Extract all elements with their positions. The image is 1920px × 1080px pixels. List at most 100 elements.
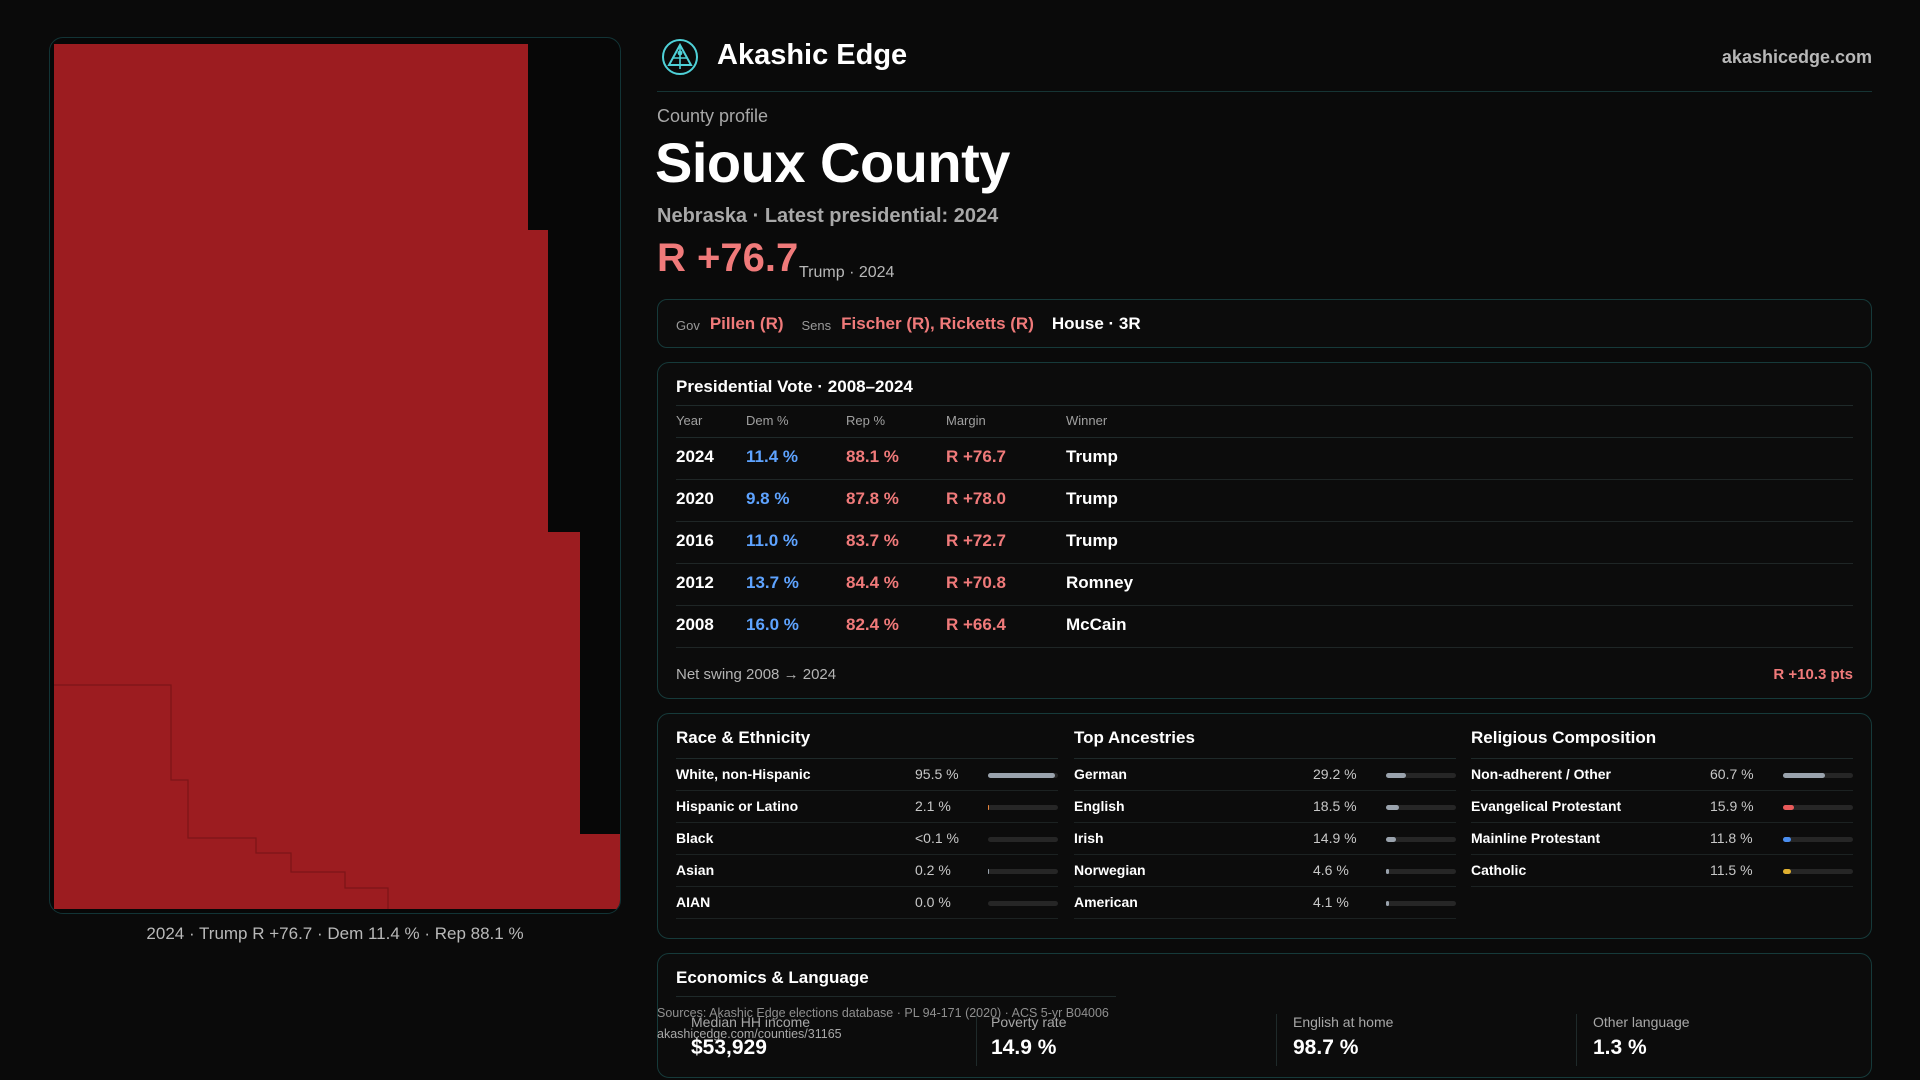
table-row[interactable]: 2012 13.7 % 84.4 % R +70.8 Romney <box>676 564 1853 606</box>
list-item: Irish 14.9 % <box>1074 823 1456 855</box>
page-eyebrow: County profile <box>657 106 769 126</box>
list-item: Catholic 11.5 % <box>1471 855 1853 887</box>
cell-winner: Trump <box>1066 447 1118 466</box>
cell-margin: R +76.7 <box>946 447 1007 466</box>
table-row[interactable]: 2008 16.0 % 82.4 % R +66.4 McCain <box>676 606 1853 648</box>
share-bar-fill <box>1783 837 1792 842</box>
share-bar <box>1386 773 1456 778</box>
economics-title: Economics & Language <box>676 968 869 987</box>
item-value: 14.9 % <box>1313 830 1357 846</box>
list-item: English 18.5 % <box>1074 791 1456 823</box>
cell-rep: 87.8 % <box>846 489 899 508</box>
cell-margin: R +66.4 <box>946 615 1007 634</box>
item-value: 29.2 % <box>1313 766 1357 782</box>
col-header-year: Year <box>676 413 703 428</box>
item-label: Black <box>676 830 714 846</box>
cell-rep: 88.1 % <box>846 447 899 466</box>
senators-label: Sens <box>801 318 832 333</box>
item-label: Mainline Protestant <box>1471 830 1601 846</box>
table-row[interactable]: 2020 9.8 % 87.8 % R +78.0 Trump <box>676 480 1853 522</box>
col-header-rep: Rep % <box>846 413 886 428</box>
item-value: 0.2 % <box>915 862 951 878</box>
item-label: Norwegian <box>1074 862 1146 878</box>
site-link[interactable]: akashicedge.com <box>1721 47 1872 67</box>
cell-dem: 13.7 % <box>746 573 799 592</box>
share-bar <box>988 869 1058 874</box>
cell-dem: 11.0 % <box>746 531 798 550</box>
headline-margin: R +76.7 <box>657 236 799 280</box>
page-subtitle: Nebraska · Latest presidential: 2024 <box>657 205 999 227</box>
share-bar-fill <box>1783 773 1826 778</box>
item-value: 18.5 % <box>1313 798 1357 814</box>
table-row[interactable]: 2024 11.4 % 88.1 % R +76.7 Trump <box>676 438 1853 480</box>
col-header-dem: Dem % <box>746 413 789 428</box>
governor-label: Gov <box>676 318 700 333</box>
list-item: Non-adherent / Other 60.7 % <box>1471 759 1853 791</box>
divider <box>1576 1014 1577 1066</box>
share-bar <box>1783 805 1853 810</box>
stat-label: English at home <box>1293 1014 1394 1030</box>
triangle-emblem-icon[interactable] <box>661 38 699 76</box>
list-item: AIAN 0.0 % <box>676 887 1058 919</box>
cell-winner: Romney <box>1066 573 1134 592</box>
table-row[interactable]: 2016 11.0 % 83.7 % R +72.7 Trump <box>676 522 1853 564</box>
cell-margin: R +70.8 <box>946 573 1007 592</box>
stat-label: Other language <box>1593 1014 1690 1030</box>
item-label: Asian <box>676 862 715 878</box>
share-bar <box>988 837 1058 842</box>
cell-year: 2020 <box>676 489 714 508</box>
stat-label: Median HH income <box>691 1014 811 1030</box>
race-ethnicity-title: Race & Ethnicity <box>676 728 811 747</box>
divider <box>976 1014 977 1066</box>
cell-dem: 11.4 % <box>746 447 798 466</box>
brand-name[interactable]: Akashic Edge <box>717 39 908 71</box>
map-caption: 2024 · Trump R +76.7 · Dem 11.4 % · Rep … <box>146 924 524 943</box>
headline-margin-note: Trump · 2024 <box>799 264 895 281</box>
col-header-winner: Winner <box>1066 413 1108 428</box>
item-value: 95.5 % <box>915 766 959 782</box>
cell-rep: 84.4 % <box>846 573 899 592</box>
ancestries-title: Top Ancestries <box>1074 728 1195 747</box>
share-bar <box>988 773 1058 778</box>
list-item: White, non-Hispanic 95.5 % <box>676 759 1058 791</box>
permalink[interactable]: akashicedge.com/counties/31165 <box>657 1027 842 1041</box>
item-value: 60.7 % <box>1710 766 1754 782</box>
share-bar-fill <box>988 869 990 874</box>
cell-margin: R +78.0 <box>946 489 1007 508</box>
item-value: 4.6 % <box>1313 862 1349 878</box>
divider <box>676 405 1853 406</box>
item-value: 0.0 % <box>915 894 951 910</box>
presidential-vote-card: Presidential Vote · 2008–2024 Year Dem %… <box>657 362 1872 699</box>
divider <box>676 437 1853 438</box>
religion-title: Religious Composition <box>1471 728 1657 747</box>
divider <box>1471 758 1853 759</box>
cell-dem: 16.0 % <box>746 615 799 634</box>
share-bar <box>1386 869 1456 874</box>
share-bar <box>988 805 1058 810</box>
net-swing-label: Net swing 2008 → 2024 <box>676 666 837 683</box>
item-value: <0.1 % <box>915 830 959 846</box>
item-label: American <box>1074 894 1138 910</box>
item-value: 11.8 % <box>1710 830 1753 846</box>
share-bar-fill <box>1783 805 1795 810</box>
list-item: Norwegian 4.6 % <box>1074 855 1456 887</box>
cell-dem: 9.8 % <box>746 489 790 508</box>
item-value: 2.1 % <box>915 798 951 814</box>
race-ethnicity-section: Race & Ethnicity White, non-Hispanic 95.… <box>676 714 1058 940</box>
county-map-panel <box>49 37 621 914</box>
share-bar-fill <box>1386 837 1397 842</box>
list-item: American 4.1 % <box>1074 887 1456 919</box>
divider <box>676 758 1058 759</box>
item-label: AIAN <box>676 894 711 910</box>
item-value: 4.1 % <box>1313 894 1349 910</box>
county-shape[interactable] <box>54 44 620 909</box>
share-bar <box>1783 869 1853 874</box>
share-bar <box>1386 901 1456 906</box>
house-delegation: House · 3R <box>1051 313 1141 333</box>
list-item: Asian 0.2 % <box>676 855 1058 887</box>
net-swing-value: R +10.3 pts <box>1773 666 1853 683</box>
list-item: Evangelical Protestant 15.9 % <box>1471 791 1853 823</box>
senators-value: Fischer (R), Ricketts (R) <box>841 313 1034 333</box>
share-bar-fill <box>1386 773 1407 778</box>
sources-note: Sources: Akashic Edge elections database… <box>657 1006 1109 1020</box>
